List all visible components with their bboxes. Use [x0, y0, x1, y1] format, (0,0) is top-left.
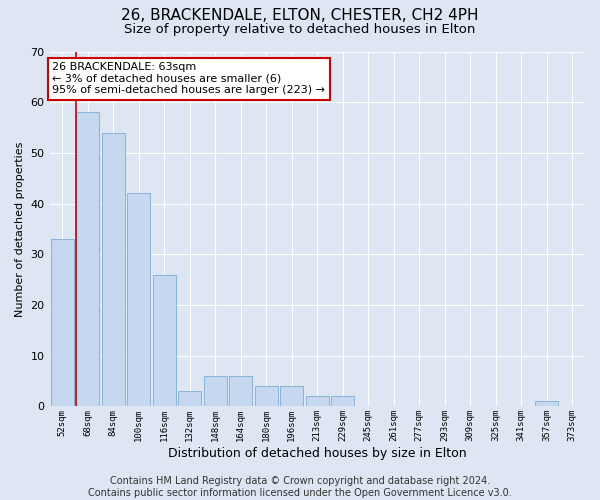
Bar	[204, 376, 227, 406]
Bar	[280, 386, 303, 406]
Bar	[331, 396, 354, 406]
X-axis label: Distribution of detached houses by size in Elton: Distribution of detached houses by size …	[168, 447, 467, 460]
Text: Contains HM Land Registry data © Crown copyright and database right 2024.
Contai: Contains HM Land Registry data © Crown c…	[88, 476, 512, 498]
Bar	[153, 274, 176, 406]
Bar	[306, 396, 329, 406]
Bar	[127, 194, 150, 406]
Bar	[76, 112, 99, 406]
Y-axis label: Number of detached properties: Number of detached properties	[15, 142, 25, 316]
Bar	[255, 386, 278, 406]
Text: 26, BRACKENDALE, ELTON, CHESTER, CH2 4PH: 26, BRACKENDALE, ELTON, CHESTER, CH2 4PH	[121, 8, 479, 22]
Bar	[51, 239, 74, 406]
Bar	[178, 391, 201, 406]
Bar	[535, 402, 558, 406]
Bar	[102, 132, 125, 406]
Text: 26 BRACKENDALE: 63sqm
← 3% of detached houses are smaller (6)
95% of semi-detach: 26 BRACKENDALE: 63sqm ← 3% of detached h…	[52, 62, 325, 96]
Text: Size of property relative to detached houses in Elton: Size of property relative to detached ho…	[124, 22, 476, 36]
Bar	[229, 376, 252, 406]
